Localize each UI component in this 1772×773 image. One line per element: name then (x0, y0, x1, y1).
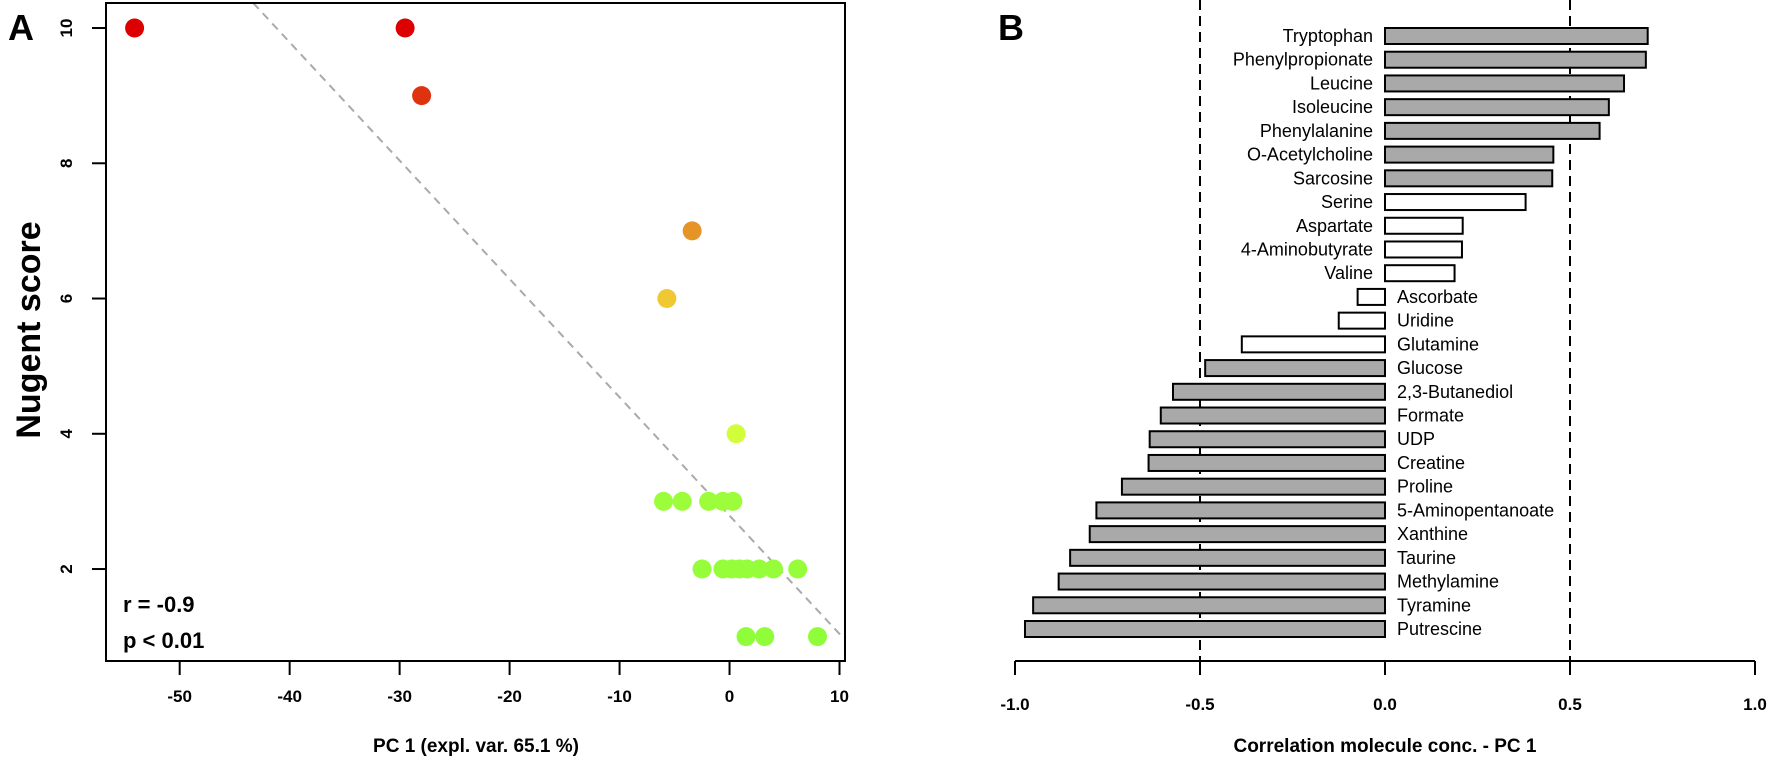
bar-label: Aspartate (1296, 216, 1373, 236)
x-tick-label: -10 (607, 687, 632, 706)
bar (1159, 406, 1387, 425)
bar-label: Sarcosine (1293, 168, 1373, 188)
bar (1384, 50, 1647, 69)
bar (1384, 193, 1527, 212)
bar (1032, 596, 1386, 615)
bar-label: Leucine (1310, 73, 1373, 93)
data-point (412, 86, 432, 106)
panel-label-b: B (998, 7, 1024, 48)
bar-label: 4-Aminobutyrate (1241, 239, 1373, 259)
x-tick-label: 0.5 (1558, 695, 1582, 714)
x-tick-label: -1.0 (1000, 695, 1029, 714)
data-point (125, 18, 145, 38)
y-tick-label: 10 (57, 19, 76, 38)
bar-label: O-Acetylcholine (1247, 145, 1373, 165)
bar (1384, 98, 1610, 117)
bar (1384, 264, 1456, 283)
bar (1069, 548, 1386, 567)
bar-label: Isoleucine (1292, 97, 1373, 117)
bar-label: Ascorbate (1397, 287, 1478, 307)
bar-label: Glucose (1397, 358, 1463, 378)
bar-label: Formate (1397, 406, 1464, 426)
y-tick-label: 8 (57, 159, 76, 168)
bar (1148, 430, 1387, 449)
bar (1384, 27, 1649, 45)
bar (1337, 311, 1386, 330)
x-tick-label: -0.5 (1185, 695, 1214, 714)
bar-label: Serine (1321, 192, 1373, 212)
panel-a-scatter: A -50 -40 -30 -20 -10 0 10 2 4 6 8 10 Nugent score PC … (8, 2, 849, 757)
bar-label: Putrescine (1397, 619, 1482, 639)
bar (1384, 240, 1463, 259)
data-point (682, 221, 702, 241)
x-tick-label: -30 (387, 687, 412, 706)
data-point (808, 627, 828, 647)
bar-label: Phenylpropionate (1233, 50, 1373, 70)
bar (1384, 216, 1464, 235)
x-axis-title: Correlation molecule conc. - PC 1 (1233, 736, 1536, 757)
data-point (764, 559, 784, 579)
bar (1204, 359, 1387, 378)
bar-label: Taurine (1397, 548, 1456, 568)
data-point (699, 491, 719, 511)
data-point (726, 424, 746, 444)
data-point (788, 559, 808, 579)
bar (1384, 74, 1626, 93)
bar (1088, 525, 1386, 544)
bar-label: UDP (1397, 429, 1435, 449)
x-tick-label: 0 (725, 687, 734, 706)
plot-frame (105, 2, 846, 662)
x-tick-label: 1.0 (1743, 695, 1767, 714)
bar (1356, 287, 1386, 306)
x-tick-label: -40 (277, 687, 302, 706)
data-point (692, 559, 712, 579)
bar (1171, 382, 1386, 401)
bar (1095, 501, 1387, 520)
bar-label: Tryptophan (1283, 26, 1373, 46)
x-tick-label: 10 (830, 687, 849, 706)
bar-label: Phenylalanine (1260, 121, 1373, 141)
bar (1120, 477, 1387, 496)
y-tick-label: 2 (57, 564, 76, 573)
data-point (736, 627, 756, 647)
data-point (723, 491, 743, 511)
panel-label-a: A (8, 7, 34, 48)
y-tick-label: 4 (57, 429, 76, 439)
data-point (657, 289, 677, 309)
panel-b-bar-chart: B Tryptophan Phenylpropionate Leucine Isoleu… (998, 0, 1767, 757)
correlation-annotation: r = -0.9 (123, 592, 195, 617)
data-point (749, 559, 769, 579)
x-axis-title: PC 1 (expl. var. 65.1 %) (373, 736, 579, 757)
bar-label: Tyramine (1397, 595, 1471, 615)
regression-line (252, 2, 843, 637)
bar (1384, 121, 1601, 140)
bar (1384, 169, 1554, 188)
bar-label: Valine (1324, 263, 1373, 283)
x-tick-label: -50 (167, 687, 192, 706)
bar (1147, 453, 1386, 472)
y-tick-label: 6 (57, 294, 76, 303)
bar-label: Proline (1397, 477, 1453, 497)
bar-label: Uridine (1397, 311, 1454, 331)
bar (1384, 145, 1555, 164)
p-value-annotation: p < 0.01 (123, 628, 204, 653)
data-point (672, 491, 692, 511)
bar-label: Glutamine (1397, 334, 1479, 354)
x-tick-label: -20 (497, 687, 522, 706)
bar-label: Xanthine (1397, 524, 1468, 544)
bar-label: 2,3-Butanediol (1397, 382, 1513, 402)
data-point (755, 627, 775, 647)
data-point (395, 18, 415, 38)
bar-label: Methylamine (1397, 572, 1499, 592)
bar (1023, 620, 1386, 638)
data-point (654, 491, 674, 511)
bar-label: 5-Aminopentanoate (1397, 500, 1554, 520)
bar (1240, 335, 1387, 354)
bar-label: Creatine (1397, 453, 1465, 473)
y-axis-title: Nugent score (10, 221, 48, 438)
bar (1057, 572, 1387, 591)
x-tick-label: 0.0 (1373, 695, 1397, 714)
